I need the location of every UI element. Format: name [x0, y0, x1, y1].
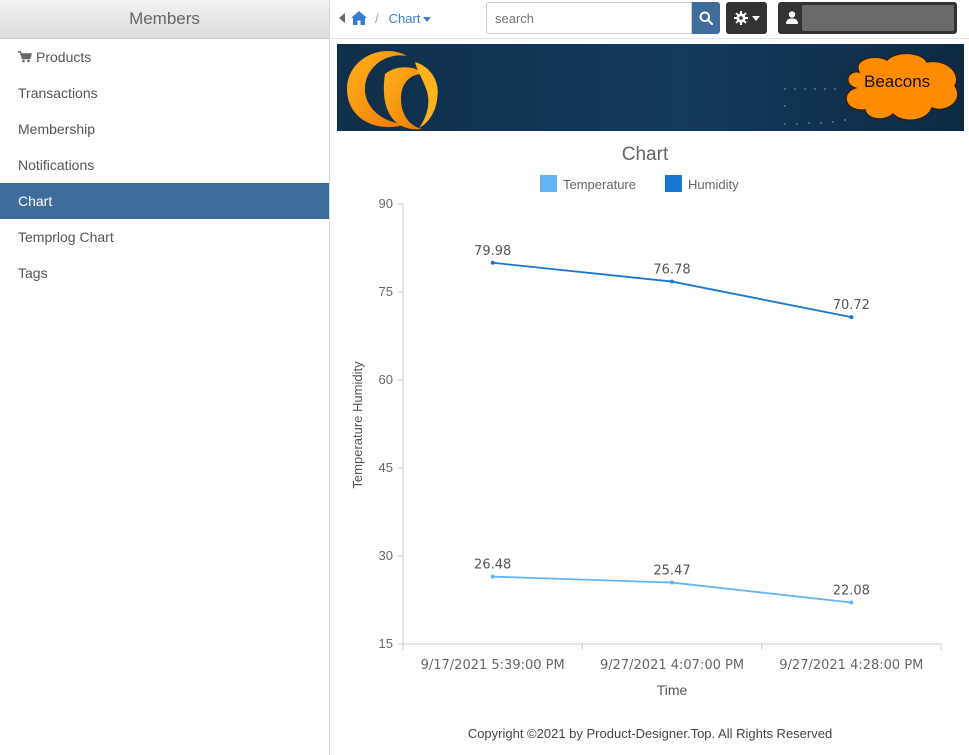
data-label-humidity: 70.72: [833, 298, 870, 313]
y-tick-label: 45: [379, 460, 393, 475]
banner-graphic: [347, 51, 959, 130]
chevron-down-icon: [751, 15, 760, 21]
search-icon: [699, 11, 713, 25]
legend-swatch-humidity[interactable]: [665, 175, 682, 192]
sidebar-item-chart[interactable]: Chart: [0, 183, 329, 219]
y-axis-label: Temperature Humidity: [350, 361, 365, 489]
chart-legend: Temperature Humidity: [540, 175, 739, 192]
sidebar-item-temprlog-chart[interactable]: Temprlog Chart: [0, 219, 329, 255]
data-point-humidity[interactable]: [670, 279, 674, 284]
legend-swatch-temperature[interactable]: [540, 175, 557, 192]
y-tick-label: 90: [379, 196, 393, 211]
chart-series: 26.48 25.47 22.08 79.98 76.78 70.72: [474, 244, 870, 605]
user-icon: [786, 11, 798, 24]
data-label-humidity: 79.98: [474, 244, 511, 259]
y-tick-label: 75: [379, 284, 393, 299]
breadcrumb-current[interactable]: Chart: [389, 11, 432, 26]
gear-icon: [733, 11, 748, 25]
data-label-temperature: 25.47: [653, 564, 690, 579]
user-menu-button[interactable]: [778, 2, 957, 34]
data-point-temperature[interactable]: [490, 574, 495, 579]
sidebar: Members Products Transactions Membership…: [0, 0, 330, 755]
footer-copyright: Copyright ©2021 by Product-Designer.Top.…: [467, 726, 833, 741]
logo-icon: [347, 51, 438, 130]
topbar: / Chart: [331, 0, 969, 39]
x-axis-label: Time: [657, 682, 688, 698]
settings-button[interactable]: [726, 2, 767, 34]
sidebar-item-label: Products: [36, 49, 92, 65]
sidebar-item-label: Membership: [18, 121, 96, 137]
sidebar-item-transactions[interactable]: Transactions: [0, 75, 329, 111]
sidebar-item-tags[interactable]: Tags: [0, 255, 329, 291]
search-button[interactable]: [692, 2, 720, 34]
search-input[interactable]: [486, 2, 692, 34]
data-point-temperature[interactable]: [670, 580, 674, 585]
x-tick-label: 9/27/2021 4:28:00 PM: [779, 658, 923, 673]
sidebar-item-notifications[interactable]: Notifications: [0, 147, 329, 183]
chart-title: Chart: [622, 144, 669, 165]
banner-bubble-text: Beacons: [864, 72, 931, 91]
series-line-temperature[interactable]: [492, 575, 852, 604]
sidebar-item-label: Notifications: [18, 157, 95, 173]
x-tick-label: 9/27/2021 4:07:00 PM: [600, 658, 744, 673]
chart-axes: 15 30 45 60 75 90 9/17/2021 5:39:00 PM 9/27/202…: [379, 196, 942, 673]
data-point-humidity[interactable]: [490, 260, 495, 265]
sidebar-item-label: Temprlog Chart: [18, 229, 114, 245]
legend-label-temperature[interactable]: Temperature: [563, 177, 636, 192]
legend-label-humidity[interactable]: Humidity: [688, 177, 739, 192]
x-tick-label: 9/17/2021 5:39:00 PM: [421, 658, 565, 673]
sidebar-item-label: Chart: [18, 193, 53, 209]
chevron-down-icon: [423, 16, 432, 22]
line-chart: Chart Temperature Humidity Temperature H…: [350, 144, 942, 698]
cart-icon: [18, 51, 32, 63]
sidebar-item-membership[interactable]: Membership: [0, 111, 329, 147]
home-icon[interactable]: [351, 11, 367, 25]
data-point-temperature[interactable]: [849, 600, 854, 605]
breadcrumb-separator: /: [375, 10, 379, 26]
user-name-redacted: [802, 5, 954, 31]
search-group: [486, 2, 720, 34]
collapse-sidebar-icon[interactable]: [339, 13, 345, 23]
data-point-humidity[interactable]: [849, 315, 854, 320]
y-tick-label: 30: [379, 548, 393, 563]
sidebar-header: Members: [0, 0, 329, 39]
sidebar-item-products[interactable]: Products: [0, 39, 329, 75]
data-label-temperature: 26.48: [474, 558, 511, 573]
sidebar-item-label: Tags: [18, 265, 48, 281]
data-label-temperature: 22.08: [833, 583, 870, 598]
y-tick-label: 15: [379, 636, 393, 651]
sidebar-item-label: Transactions: [18, 85, 98, 101]
data-label-humidity: 76.78: [653, 263, 690, 278]
banner: Beacons: [337, 44, 964, 131]
y-tick-label: 60: [379, 372, 393, 387]
breadcrumb: / Chart: [339, 0, 432, 36]
